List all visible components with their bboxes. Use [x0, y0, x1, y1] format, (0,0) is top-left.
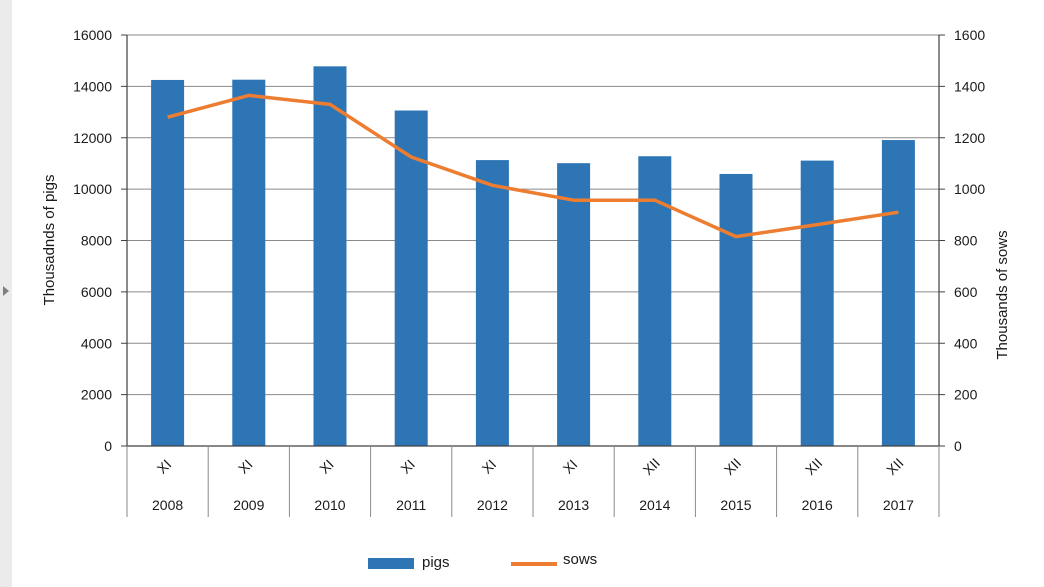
category-month-label: XII [640, 455, 663, 478]
left-tick-label: 10000 [73, 181, 112, 197]
left-tick-label: 6000 [81, 284, 112, 300]
legend-sows-label: sows [563, 551, 597, 568]
left-tick-label: 16000 [73, 27, 112, 43]
category-month-label: XI [235, 456, 256, 477]
category-year-label: 2010 [314, 497, 345, 513]
category-year-label: 2016 [802, 497, 833, 513]
legend: pigs sows [368, 551, 597, 571]
right-tick-label: 1600 [954, 27, 985, 43]
legend-pigs-label: pigs [422, 554, 450, 571]
category-month-label: XII [883, 455, 906, 478]
left-axis-ticks: 0 2000 4000 6000 8000 10000 12000 14000 16000 [73, 27, 127, 454]
right-tick-label: 200 [954, 387, 978, 403]
bar-pigs [719, 173, 753, 447]
bar-pigs [800, 160, 834, 446]
category-year-label: 2014 [639, 497, 670, 513]
category-month-label: XI [560, 456, 581, 477]
side-panel-strip [0, 0, 12, 587]
category-month-label: XII [802, 455, 825, 478]
left-tick-label: 0 [104, 438, 112, 454]
right-axis-title: Thousands of sows [994, 230, 1011, 359]
category-month-label: XI [479, 456, 500, 477]
bar-pigs [475, 160, 509, 446]
right-tick-label: 1400 [954, 78, 985, 94]
left-tick-label: 2000 [81, 387, 112, 403]
category-year-label: 2015 [720, 497, 751, 513]
left-axis-title: Thousadnds of pigs [41, 175, 58, 306]
category-month-label: XI [154, 456, 175, 477]
category-month-label: XII [721, 455, 744, 478]
line-sows [167, 93, 899, 239]
right-axis-ticks: 0 200 400 600 800 1000 1200 1400 1600 [939, 27, 985, 454]
right-tick-label: 1000 [954, 181, 985, 197]
bar-pigs [557, 163, 591, 447]
bar-pigs [394, 110, 428, 447]
left-tick-label: 8000 [81, 233, 112, 249]
bar-pigs [151, 79, 185, 446]
category-year-label: 2017 [883, 497, 914, 513]
bar-pigs [881, 140, 915, 446]
category-axis: XI 2008 XI 2009 XI 2010 XI 2011 XI 2012 XI 2013 XII 2… [126, 446, 940, 517]
left-tick-label: 14000 [73, 78, 112, 94]
bar-pigs [232, 79, 266, 446]
bar-pigs [313, 66, 347, 447]
right-tick-label: 1200 [954, 130, 985, 146]
category-year-label: 2013 [558, 497, 589, 513]
right-tick-label: 600 [954, 284, 978, 300]
right-tick-label: 0 [954, 438, 962, 454]
sows-line [167, 93, 899, 239]
category-year-label: 2012 [477, 497, 508, 513]
expand-arrow-icon[interactable] [3, 286, 9, 296]
legend-pigs-swatch [368, 558, 414, 569]
right-tick-label: 800 [954, 233, 978, 249]
category-month-label: XI [316, 456, 337, 477]
left-tick-label: 12000 [73, 130, 112, 146]
right-tick-label: 400 [954, 335, 978, 351]
category-month-label: XI [397, 456, 418, 477]
pigs-bars [151, 66, 915, 447]
left-tick-label: 4000 [81, 335, 112, 351]
category-year-label: 2008 [152, 497, 183, 513]
category-year-label: 2011 [396, 497, 426, 513]
category-year-label: 2009 [233, 497, 264, 513]
